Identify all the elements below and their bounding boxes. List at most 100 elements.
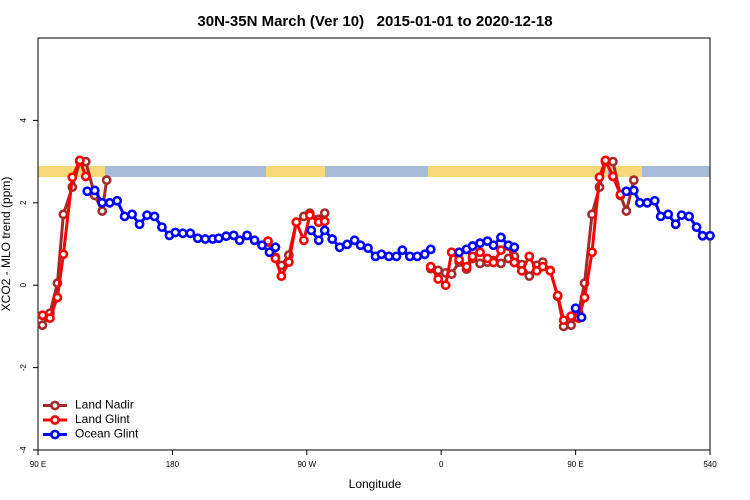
y-tick-label: 2 [19, 200, 28, 205]
data-point [74, 155, 85, 166]
x-tick-label: 90 E [30, 460, 46, 469]
data-point [509, 257, 520, 268]
data-point [298, 235, 309, 246]
data-point [475, 247, 485, 258]
data-point [177, 228, 188, 239]
data-point [327, 234, 338, 244]
data-point [283, 257, 294, 268]
data-point [112, 195, 123, 206]
data-point [306, 225, 317, 236]
data-point [691, 222, 702, 233]
land-strip [612, 166, 642, 177]
data-point [192, 233, 203, 244]
data-point [58, 209, 69, 220]
data-point [537, 261, 548, 272]
x-axis-label: Longitude [349, 477, 402, 491]
data-point [587, 247, 597, 258]
y-tick-label: -4 [19, 446, 28, 454]
data-point [663, 209, 674, 220]
x-tick-label: 90 W [297, 460, 316, 469]
data-point [270, 253, 281, 264]
x-tick-label: 0 [439, 460, 444, 469]
data-point [552, 290, 563, 301]
data-point [655, 211, 666, 222]
data-point [461, 261, 472, 272]
land-strip [428, 166, 608, 177]
data-point [249, 235, 260, 246]
data-point [242, 230, 252, 241]
data-point [467, 251, 478, 262]
data-point [97, 197, 108, 208]
data-point [600, 155, 611, 166]
data-point [608, 171, 618, 182]
data-point [433, 274, 444, 284]
data-point [570, 303, 581, 314]
data-point [467, 241, 478, 251]
data-point [342, 239, 353, 250]
data-point [628, 185, 639, 196]
data-point [391, 251, 402, 262]
data-point [228, 230, 239, 241]
data-point [419, 249, 430, 260]
x-tick-label: 90 E [567, 460, 583, 469]
data-point [545, 265, 556, 276]
data-point [397, 245, 408, 256]
data-point [488, 257, 499, 268]
data-point [82, 186, 93, 197]
data-point [404, 251, 415, 262]
legend-marker [50, 400, 60, 411]
data-point [355, 240, 366, 251]
data-point [475, 258, 485, 269]
data-point [80, 171, 91, 182]
data-point [425, 244, 436, 255]
data-point [705, 230, 715, 241]
data-point [257, 240, 267, 251]
data-point [89, 185, 100, 196]
data-point [319, 216, 330, 227]
data-point [642, 197, 653, 208]
data-point [509, 242, 520, 253]
data-point [221, 231, 232, 242]
y-tick-label: 4 [19, 118, 28, 123]
data-point [349, 235, 360, 246]
chart-title: 30N-35N March (Ver 10) 2015-01-01 to 202… [197, 13, 552, 30]
data-point [313, 235, 324, 246]
data-point [684, 211, 694, 222]
data-point [524, 271, 535, 282]
data-point [697, 230, 708, 241]
data-point [496, 245, 506, 256]
data-point [412, 251, 423, 262]
legend-marker [50, 415, 60, 425]
data-point [104, 197, 115, 208]
data-point [58, 249, 69, 260]
data-point [45, 313, 55, 324]
legend-label: Land Glint [75, 412, 130, 426]
data-point [142, 210, 152, 221]
land-strip [38, 166, 105, 177]
ocean-strip [38, 166, 710, 177]
data-point [97, 206, 108, 216]
plot-frame [37, 37, 711, 451]
data-point [149, 211, 160, 222]
data-point [579, 292, 590, 303]
x-tick-label: 540 [703, 460, 717, 469]
data-point [127, 209, 137, 220]
data-point [270, 242, 281, 253]
legend-label: Land Nadir [75, 398, 134, 412]
data-point [576, 312, 587, 323]
data-point [475, 238, 485, 249]
y-axis-label: XCO2 - MLO trend (ppm) [0, 177, 13, 312]
data-point [134, 219, 145, 230]
land-strip [266, 166, 325, 177]
data-point [558, 315, 569, 326]
data-point [488, 240, 499, 251]
legend-label: Ocean Glint [75, 427, 139, 441]
data-point [524, 251, 535, 262]
data-point [621, 186, 632, 197]
data-point [119, 211, 130, 222]
data-point [496, 258, 506, 269]
legend-marker [50, 429, 60, 440]
data-point [37, 310, 48, 321]
data-point [291, 217, 302, 228]
